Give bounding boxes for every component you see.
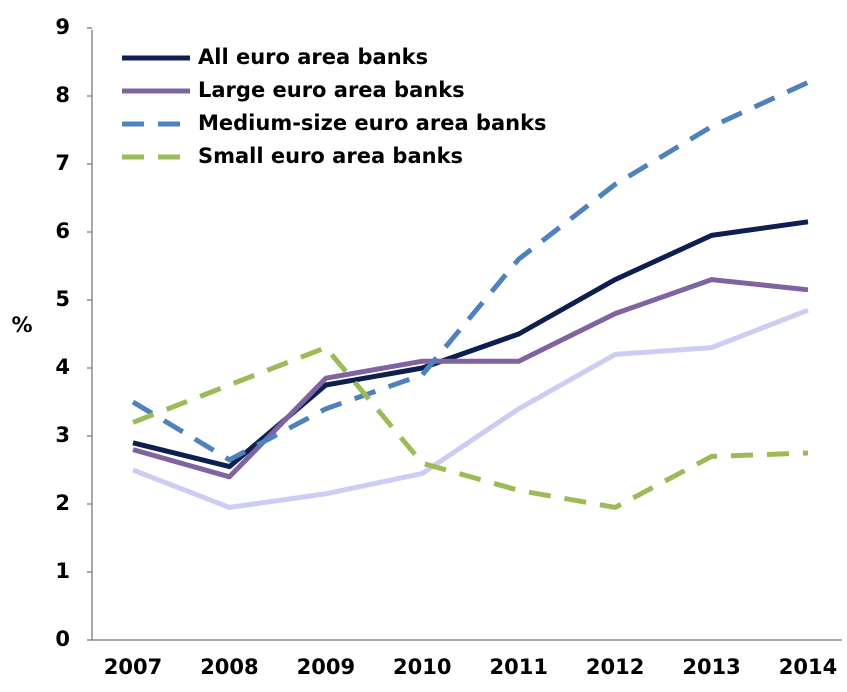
y-tick-label: 3 <box>55 423 70 447</box>
y-tick-label: 8 <box>55 83 70 107</box>
y-axis-label: % <box>11 313 32 337</box>
y-tick-label: 7 <box>55 151 70 175</box>
y-tick-label: 1 <box>55 559 70 583</box>
x-tick-label: 2007 <box>104 655 162 679</box>
legend-label: Large euro area banks <box>198 78 465 102</box>
x-tick-label: 2013 <box>682 655 740 679</box>
legend-label: Small euro area banks <box>198 144 463 168</box>
y-tick-label: 6 <box>55 219 70 243</box>
y-tick-label: 2 <box>55 491 70 515</box>
series-line <box>132 277 809 480</box>
series-line <box>132 307 809 510</box>
x-tick-label: 2012 <box>586 655 644 679</box>
y-tick-label: 4 <box>55 355 70 379</box>
x-tick-label: 2011 <box>489 655 547 679</box>
legend-label: Medium-size euro area banks <box>198 111 547 135</box>
y-tick-label: 5 <box>55 287 70 311</box>
series-line <box>131 80 810 463</box>
y-tick-label: 0 <box>55 627 70 651</box>
series-line <box>132 219 809 470</box>
x-tick-label: 2008 <box>200 655 258 679</box>
legend-label: All euro area banks <box>198 45 428 69</box>
x-tick-label: 2010 <box>393 655 451 679</box>
x-tick-label: 2014 <box>779 655 837 679</box>
x-tick-label: 2009 <box>297 655 355 679</box>
series-line <box>132 345 809 510</box>
y-tick-label: 9 <box>55 15 70 39</box>
